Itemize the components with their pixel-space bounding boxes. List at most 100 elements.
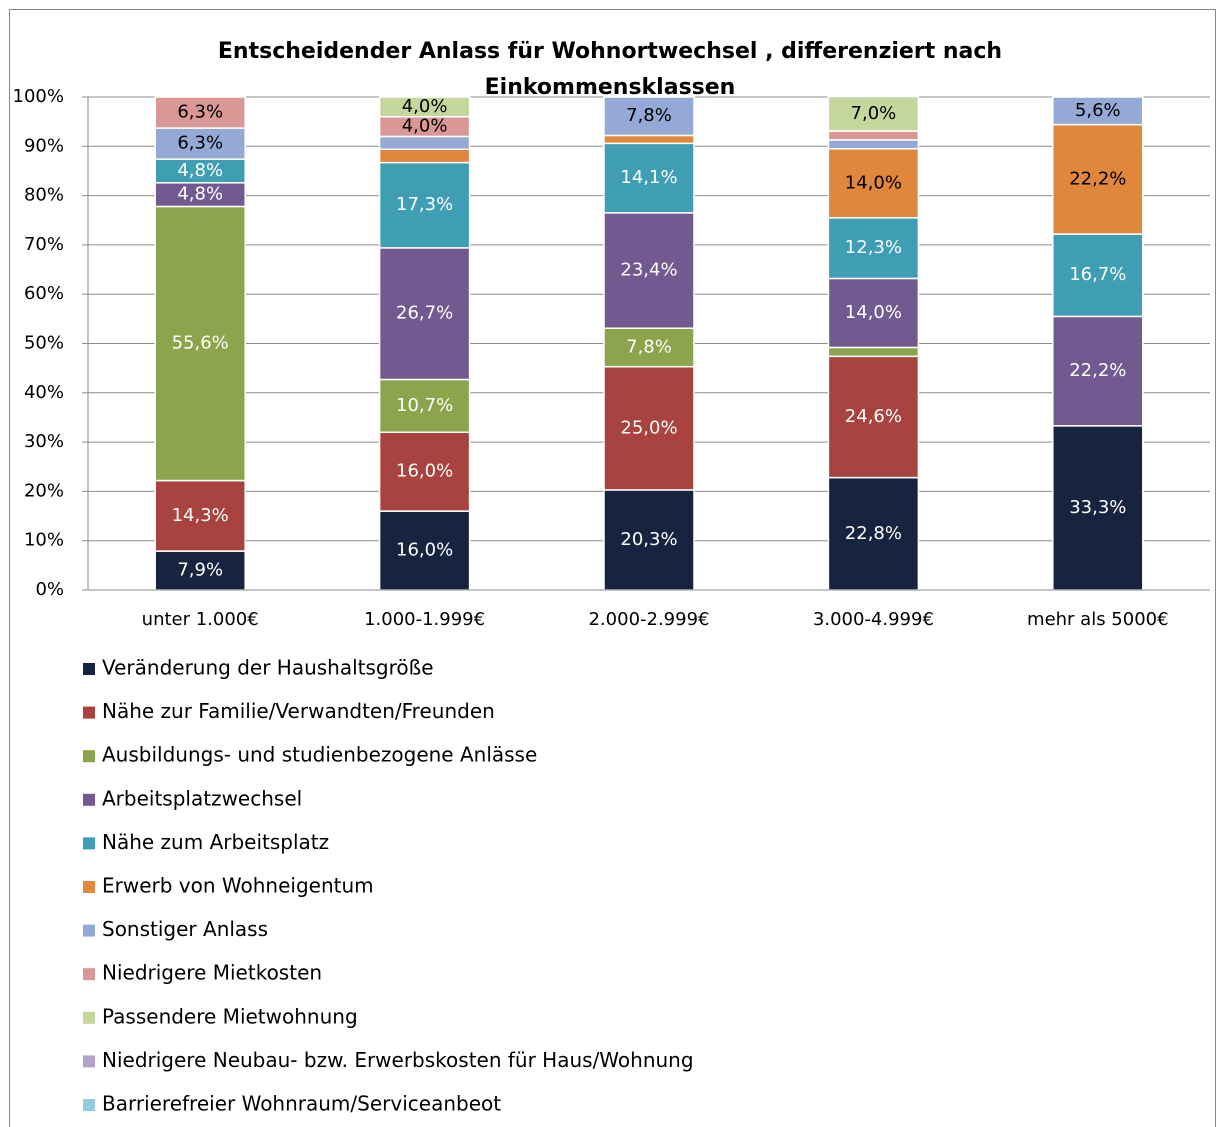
data-label: 24,6% [845,406,902,427]
bar-segment [827,130,920,141]
data-label: 14,1% [620,167,677,188]
data-label: 7,8% [626,105,672,126]
legend-swatch [83,663,95,675]
legend-label: Barrierefreier Wohnraum/Serviceanbeot [102,1092,501,1116]
y-tick-label: 0% [35,579,64,600]
legend-swatch [83,881,95,893]
legend-swatch [83,924,95,937]
data-label: 10,7% [396,395,453,416]
y-tick-label: 50% [24,333,64,354]
chart-border [9,9,1216,1127]
x-tick-label: unter 1.000€ [142,609,259,630]
bar-segment [827,139,920,150]
bar-segment [603,134,695,145]
data-label: 7,0% [851,103,897,124]
data-label: 6,3% [177,102,223,123]
legend-swatch [83,968,95,981]
y-tick-label: 80% [24,185,64,206]
legend-label: Arbeitsplatzwechsel [102,786,302,810]
legend-label: Passendere Mietwohnung [102,1004,358,1028]
bar-segment [378,96,471,118]
y-tick-label: 90% [24,135,64,156]
bar-segment [603,489,695,591]
bar-segment [827,476,920,591]
x-tick-label: 1.000-1.999€ [364,609,485,630]
data-label: 55,6% [172,333,229,354]
data-label: 14,0% [845,172,902,193]
data-label: 23,4% [620,260,677,281]
data-label: 12,3% [845,237,902,258]
data-label: 7,9% [177,560,223,581]
data-label: 25,0% [620,417,677,438]
data-label: 26,7% [396,303,453,324]
data-label: 33,3% [1069,497,1126,518]
legend-label: Veränderung der Haushaltsgröße [102,656,434,680]
bar-segment [378,148,471,164]
x-tick-label: 2.000-2.999€ [588,609,709,630]
bar-segment [827,355,920,479]
bar-segment [378,135,471,151]
data-label: 6,3% [177,133,223,154]
legend-swatch [83,1055,95,1068]
data-label: 16,7% [1069,264,1126,285]
bar-segment [1052,233,1144,318]
bar-segment [378,431,471,512]
bar-segment [378,378,471,433]
data-label: 22,8% [845,523,902,544]
bar-segment [603,365,695,491]
y-tick-label: 10% [24,530,64,551]
legend-swatch [83,837,95,850]
legend-label: Erwerb von Wohneigentum [102,874,374,898]
data-label: 4,8% [177,160,223,181]
bar-segment [827,217,920,280]
y-tick-label: 100% [13,86,64,107]
data-label: 22,2% [1069,168,1126,189]
legend-label: Niedrigere Mietkosten [102,961,322,985]
bar-segment [154,96,246,129]
bar-segment [827,95,920,132]
chart-title: Entscheidender Anlass für Wohnortwechsel… [217,39,1003,100]
data-label: 7,8% [626,336,672,357]
bar-segment [603,142,695,214]
legend-swatch [83,706,95,719]
data-label: 14,0% [845,302,902,323]
data-label: 5,6% [1075,100,1121,121]
data-label: 16,0% [396,461,453,482]
bar-segment [827,277,920,349]
bar-segment [827,346,920,358]
y-tick-label: 60% [24,283,64,304]
x-tick-label: 3.000-4.999€ [813,609,934,630]
bar-segment [827,148,920,219]
y-tick-label: 20% [24,480,64,501]
data-label: 16,0% [396,540,453,561]
data-label: 20,3% [620,529,677,550]
bar-segment [603,212,695,329]
bar-segment [603,96,695,137]
bar-segment [154,550,246,591]
legend-swatch [83,750,95,763]
data-label: 22,2% [1069,360,1126,381]
bar-segment [1052,123,1144,235]
y-tick-label: 40% [24,382,64,403]
legend-label: Nähe zum Arbeitsplatz [102,830,329,854]
y-tick-label: 70% [24,234,64,255]
legend-label: Nähe zur Familie/Verwandten/Freunden [102,699,495,723]
legend-label: Sonstiger Anlass [102,917,268,941]
bar-segment [1052,96,1144,126]
data-label: 4,8% [177,184,223,205]
x-tick-label: mehr als 5000€ [1027,609,1169,630]
legend-label: Niedrigere Neubau- bzw. Erwerbskosten fü… [102,1048,694,1072]
data-label: 17,3% [396,194,453,215]
legend-swatch [83,1099,95,1111]
data-label: 14,3% [172,505,229,526]
bar-segment [603,327,695,368]
data-label: 4,0% [402,116,448,137]
legend-label: Ausbildungs- und studienbezogene Anlässe [102,743,537,767]
legend-swatch [83,793,95,806]
legend-swatch [83,1011,95,1024]
bar-segment [1052,315,1144,427]
data-label: 4,0% [402,96,448,117]
bar-segment [154,479,246,552]
